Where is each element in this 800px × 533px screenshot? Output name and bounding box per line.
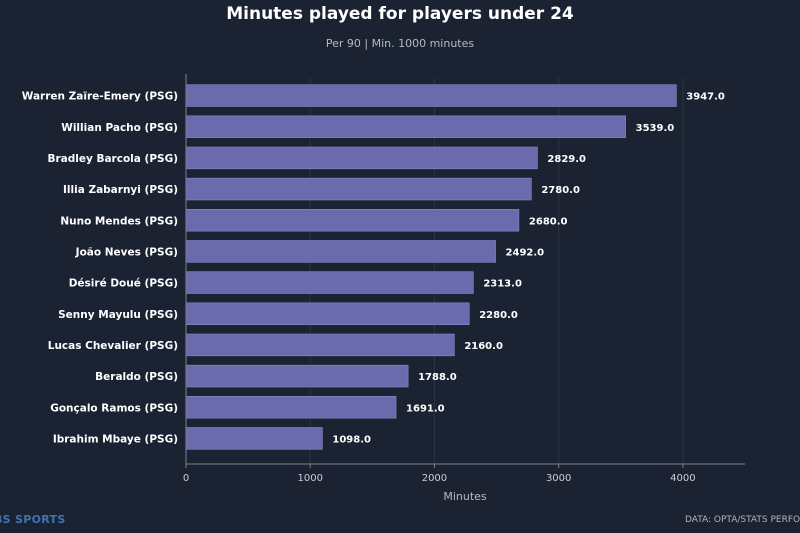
axis-layer: 0 1000 2000 3000 4000 Warren Zaïre-Emery (PSG… [22, 74, 745, 484]
category-label: João Neves (PSG) [75, 246, 178, 258]
footer-source: DATA: OPTA/STATS PERFO [685, 515, 800, 525]
category-label: Lucas Chevalier (PSG) [48, 340, 178, 352]
category-label: Désiré Doué (PSG) [69, 278, 178, 290]
bar [185, 302, 470, 325]
category-label: Bradley Barcola (PSG) [47, 153, 178, 165]
x-tick-label: 4000 [670, 473, 695, 484]
x-tick-label: 1000 [297, 473, 322, 484]
x-tick-label: 0 [183, 473, 189, 484]
category-label: Gonçalo Ramos (PSG) [50, 402, 178, 414]
category-label: Nuno Mendes (PSG) [60, 215, 178, 227]
value-label: 3947.0 [686, 92, 725, 103]
value-label: 1098.0 [332, 434, 371, 445]
bar [185, 427, 323, 450]
x-axis-label: Minutes [443, 490, 487, 503]
value-label: 2492.0 [506, 247, 545, 258]
x-tick-label: 3000 [546, 473, 571, 484]
bar [185, 364, 409, 388]
chart-title: Minutes played for players under 24 [226, 4, 574, 24]
bar [185, 146, 538, 170]
value-label: 2160.0 [464, 341, 503, 352]
category-label: Willian Pacho (PSG) [61, 122, 178, 134]
bar [185, 209, 520, 232]
value-label: 2280.0 [479, 310, 518, 321]
category-label: Beraldo (PSG) [95, 371, 178, 383]
category-label: Ibrahim Mbaye (PSG) [53, 433, 178, 445]
x-tick-label: 2000 [422, 473, 447, 484]
bar [185, 240, 496, 263]
bar [185, 84, 677, 107]
value-label: 2680.0 [529, 216, 568, 227]
chart-subtitle: Per 90 | Min. 1000 minutes [325, 37, 475, 50]
category-label: Warren Zaïre-Emery (PSG) [22, 91, 178, 103]
value-label: 1788.0 [418, 372, 457, 383]
bar [185, 271, 474, 294]
bar [185, 115, 626, 138]
value-label: 2780.0 [541, 185, 580, 196]
value-label: 3539.0 [636, 123, 675, 134]
value-label: 2313.0 [483, 279, 522, 290]
bar [185, 177, 532, 201]
category-label: Senny Mayulu (PSG) [58, 309, 178, 321]
bar-layer [185, 84, 677, 450]
bar [185, 396, 397, 419]
value-label: 1691.0 [406, 403, 445, 414]
footer-brand: BS SPORTS [0, 513, 66, 526]
category-label: Illia Zabarnyi (PSG) [63, 184, 178, 196]
value-label: 2829.0 [547, 154, 586, 165]
bar [185, 333, 455, 357]
